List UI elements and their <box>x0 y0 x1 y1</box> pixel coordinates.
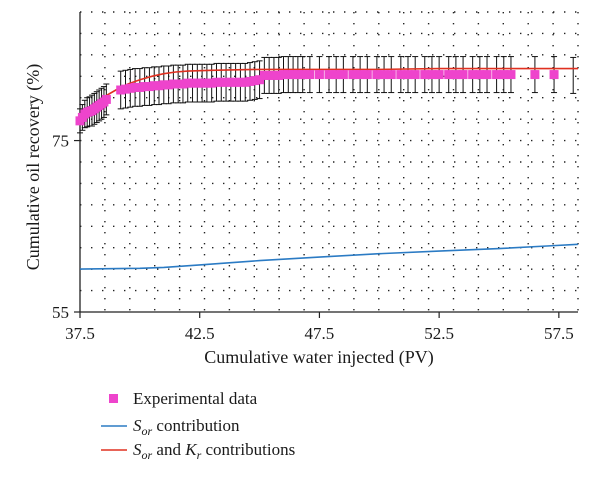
tick-layer: 37.5 42.5 47.5 52.5 57.5 55 75 <box>52 132 574 343</box>
data-point-experimental <box>216 77 226 87</box>
data-point-experimental <box>288 70 298 80</box>
data-point-experimental <box>173 79 183 89</box>
data-point-experimental <box>403 70 413 80</box>
legend-kr-symbol: K <box>184 440 198 459</box>
y-tick-label: 55 <box>52 303 69 322</box>
data-point-experimental <box>221 77 231 87</box>
axes-layer <box>79 12 578 313</box>
data-point-experimental <box>427 70 437 80</box>
data-point-experimental <box>164 80 174 90</box>
data-point-experimental <box>324 70 334 80</box>
legend: Experimental data Sor contribution Sor a… <box>101 389 295 462</box>
data-point-experimental <box>372 70 382 80</box>
data-point-experimental <box>355 70 365 80</box>
data-point-experimental <box>379 70 389 80</box>
data-point-experimental <box>396 70 406 80</box>
legend-kr-subscript: r <box>197 448 202 462</box>
data-point-experimental <box>314 70 324 80</box>
legend-label-experimental-data: Experimental data <box>133 389 258 408</box>
data-point-experimental <box>116 85 126 95</box>
data-point-experimental <box>231 77 241 87</box>
x-tick-label: 57.5 <box>544 324 574 343</box>
data-point-experimental <box>259 70 269 80</box>
data-point-experimental <box>468 70 478 80</box>
data-point-experimental <box>451 70 461 80</box>
data-point-experimental <box>125 83 135 93</box>
data-point-experimental <box>269 70 279 80</box>
data-point-experimental <box>420 70 430 80</box>
data-point-experimental <box>264 70 274 80</box>
legend-and-text: and <box>152 440 185 459</box>
data-point-experimental <box>549 70 559 80</box>
data-point-experimental <box>154 81 164 91</box>
data-point-experimental <box>255 75 265 85</box>
data-point-experimental <box>492 70 502 80</box>
data-point-experimental <box>298 70 308 80</box>
data-point-experimental <box>130 82 140 92</box>
data-point-experimental <box>240 77 250 87</box>
data-point-experimental <box>144 82 154 92</box>
data-point-experimental <box>235 77 245 87</box>
legend-item-sor-contribution: Sor contribution <box>101 416 240 438</box>
data-point-experimental <box>192 78 202 88</box>
x-tick-label: 52.5 <box>424 324 454 343</box>
data-point-experimental <box>183 78 193 88</box>
data-point-experimental <box>338 70 348 80</box>
data-point-experimental <box>149 81 159 91</box>
data-point-experimental <box>348 70 358 80</box>
y-tick-label: 75 <box>52 132 69 151</box>
data-point-experimental <box>178 79 188 89</box>
data-point-experimental <box>250 76 260 86</box>
data-point-experimental <box>283 70 293 80</box>
data-point-experimental <box>120 84 130 94</box>
legend-kr-rest: contributions <box>201 440 295 459</box>
data-point-experimental <box>410 70 420 80</box>
data-point-experimental <box>305 70 315 80</box>
data-point-experimental <box>475 70 485 80</box>
legend-sor-rest: contribution <box>152 416 240 435</box>
data-point-experimental <box>444 70 454 80</box>
legend-label-sor-contribution: Sor contribution <box>133 416 240 438</box>
data-point-experimental <box>159 80 169 90</box>
series-line-sor <box>79 243 579 270</box>
y-axis-title: Cumulative oil recovery (%) <box>23 64 44 270</box>
data-point-experimental <box>245 76 255 86</box>
data-point-experimental <box>168 79 178 89</box>
data-point-experimental <box>101 94 111 104</box>
data-point-experimental <box>482 70 492 80</box>
x-tick-label: 47.5 <box>305 324 335 343</box>
legend-item-experimental-data: Experimental data <box>109 389 258 408</box>
data-point-experimental <box>499 70 509 80</box>
data-point-experimental <box>293 70 303 80</box>
data-point-experimental <box>207 78 217 88</box>
legend-marker-square <box>109 394 118 403</box>
legend-sor-symbol-2: S <box>133 440 142 459</box>
data-point-experimental <box>386 70 396 80</box>
legend-item-sor-kr-contributions: Sor and Kr contributions <box>101 440 295 462</box>
x-axis-title: Cumulative water injected (PV) <box>204 347 433 368</box>
legend-sor-symbol: S <box>133 416 142 435</box>
data-point-experimental <box>530 70 540 80</box>
legend-sor-subscript: or <box>142 424 153 438</box>
data-point-experimental <box>197 78 207 88</box>
data-point-experimental <box>331 70 341 80</box>
data-point-experimental <box>188 78 198 88</box>
data-point-experimental <box>135 82 145 92</box>
data-point-experimental <box>274 70 284 80</box>
data-point-experimental <box>434 70 444 80</box>
data-point-experimental <box>211 77 221 87</box>
x-tick-label: 42.5 <box>185 324 215 343</box>
data-point-experimental <box>279 70 289 80</box>
x-tick-label: 37.5 <box>65 324 95 343</box>
data-point-experimental <box>458 70 468 80</box>
legend-sor-subscript-2: or <box>142 448 153 462</box>
plot-layer <box>75 56 579 270</box>
data-point-experimental <box>226 77 236 87</box>
data-point-experimental <box>202 78 212 88</box>
data-point-experimental <box>506 70 516 80</box>
data-point-experimental <box>362 70 372 80</box>
legend-label-sor-kr-contributions: Sor and Kr contributions <box>133 440 295 462</box>
data-point-experimental <box>140 82 150 92</box>
